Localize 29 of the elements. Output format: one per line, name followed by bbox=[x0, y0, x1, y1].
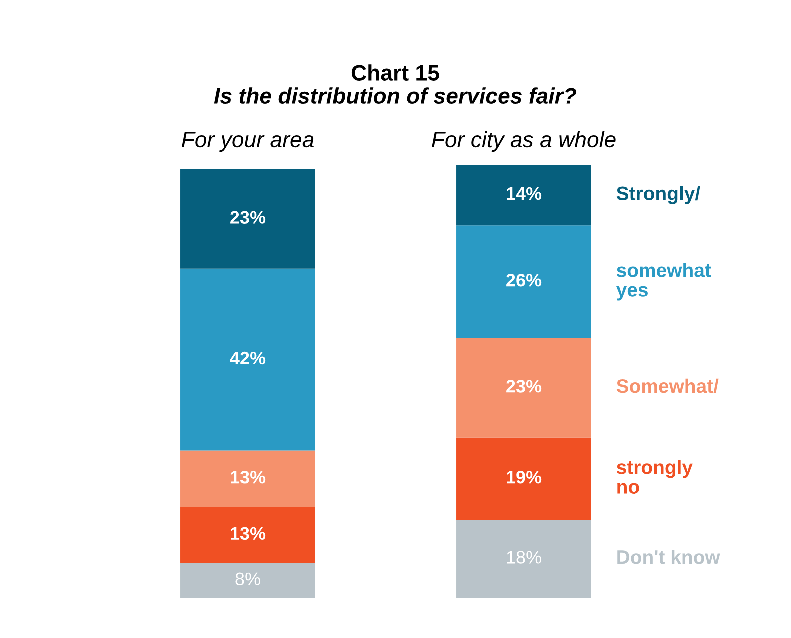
bar bbox=[456, 520, 592, 598]
bar bbox=[180, 450, 316, 508]
bar bbox=[456, 226, 592, 338]
data-label: 13% bbox=[231, 470, 266, 484]
data-label: 26% bbox=[506, 274, 542, 287]
data-label: 19% bbox=[507, 470, 542, 484]
data-label: 42% bbox=[230, 352, 266, 365]
data-label: 13% bbox=[231, 527, 266, 540]
series-label: somewhat yes bbox=[616, 263, 712, 301]
bar bbox=[456, 338, 592, 438]
x-tick-label: For your area bbox=[182, 132, 314, 152]
data-label: 18% bbox=[507, 551, 542, 564]
x-tick-label: For city as a whole bbox=[432, 131, 616, 152]
series-label: strongly no bbox=[617, 460, 693, 494]
series-label: Somewhat/ bbox=[616, 378, 719, 394]
chart-title: Chart 15 bbox=[352, 64, 440, 81]
data-label: 14% bbox=[507, 187, 542, 200]
bar bbox=[456, 165, 592, 226]
chart-subtitle: Is the distribution of services fair? bbox=[214, 88, 577, 104]
series-label: Don't know bbox=[618, 550, 720, 564]
bar bbox=[180, 563, 316, 598]
data-label: 23% bbox=[506, 380, 542, 393]
bar bbox=[180, 268, 316, 451]
bar bbox=[180, 507, 316, 564]
data-label: 23% bbox=[230, 211, 266, 224]
data-label: 8% bbox=[236, 572, 260, 586]
bar bbox=[180, 169, 316, 269]
bar bbox=[456, 438, 592, 520]
series-label: Strongly/ bbox=[616, 186, 700, 204]
